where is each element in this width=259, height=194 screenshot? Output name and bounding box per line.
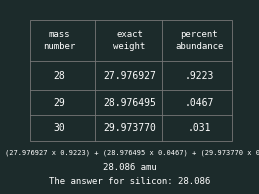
Text: (27.976927 x 0.9223) + (28.976495 x 0.0467) + (29.973770 x 0.031) =: (27.976927 x 0.9223) + (28.976495 x 0.04…	[5, 149, 259, 156]
Text: .9223: .9223	[185, 71, 214, 81]
Text: 30: 30	[54, 123, 66, 133]
Text: .0467: .0467	[185, 98, 214, 108]
Text: .031: .031	[188, 123, 211, 133]
Text: 27.976927: 27.976927	[103, 71, 156, 81]
Text: 29.973770: 29.973770	[103, 123, 156, 133]
Text: percent
abundance: percent abundance	[175, 30, 224, 51]
Text: 28.086 amu: 28.086 amu	[103, 163, 156, 172]
Text: mass
number: mass number	[44, 30, 76, 51]
Text: 28.976495: 28.976495	[103, 98, 156, 108]
Bar	[30, 20, 232, 141]
Text: The answer for silicon: 28.086: The answer for silicon: 28.086	[49, 177, 210, 186]
Text: 29: 29	[54, 98, 66, 108]
Text: 28: 28	[54, 71, 66, 81]
Text: exact
weight: exact weight	[113, 30, 146, 51]
